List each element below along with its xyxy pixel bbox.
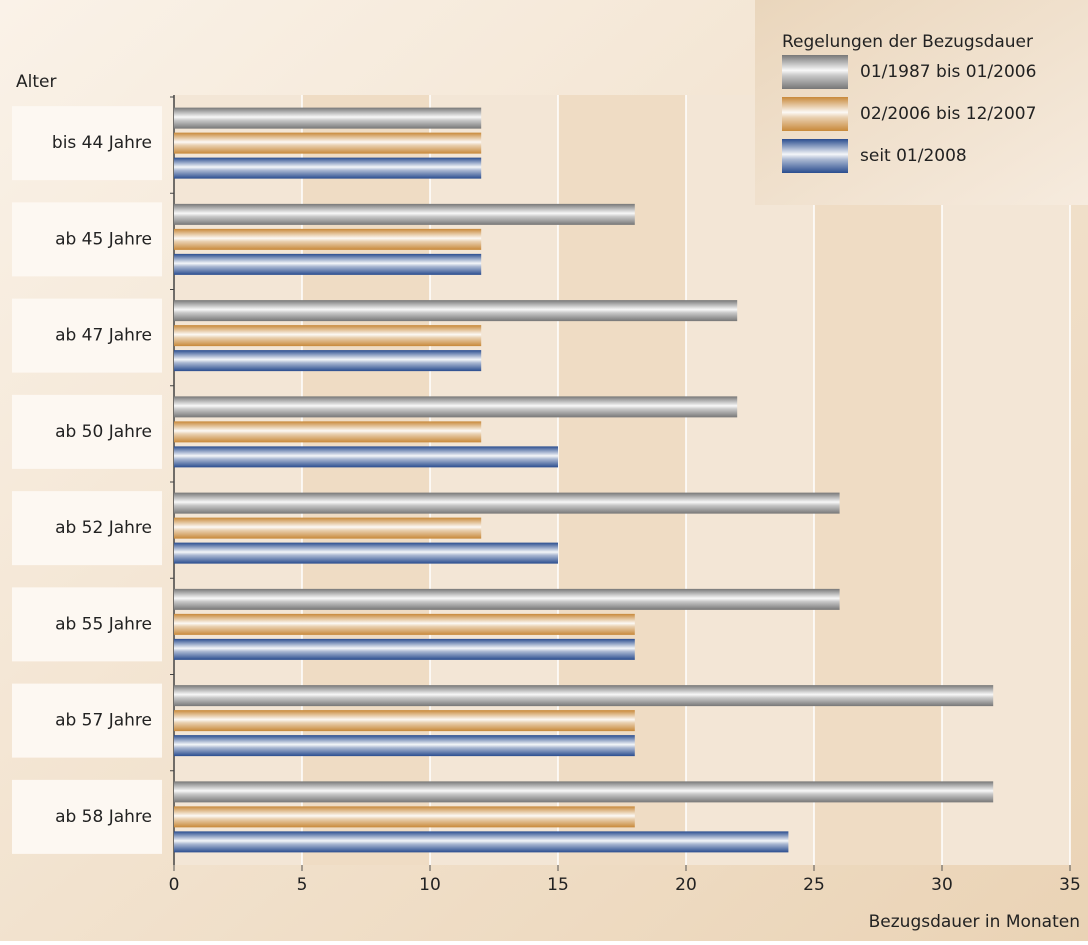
bar [174,542,558,564]
bar [174,517,482,539]
category-box [12,106,162,181]
legend-swatch [782,97,848,131]
bar [174,157,482,179]
x-tick-label: 5 [297,875,308,895]
legend-label: seit 01/2008 [860,146,967,166]
legend-swatch [782,55,848,89]
bar [174,831,789,853]
bar [174,396,738,418]
bar [174,253,482,275]
y-tick-label: ab 50 Jahre [55,422,152,442]
x-axis-label: Bezugsdauer in Monaten [869,912,1080,932]
x-tick-label: 10 [419,875,441,895]
bar [174,613,635,635]
category-box [12,394,162,469]
bar [174,132,482,154]
bar [174,710,635,732]
y-tick-label: ab 45 Jahre [55,229,152,249]
legend-title: Regelungen der Bezugsdauer [782,32,1033,52]
bar [174,203,635,225]
category-box [12,202,162,277]
x-tick-label: 25 [803,875,825,895]
bar [174,685,994,707]
category-box [12,779,162,854]
y-tick-label: ab 47 Jahre [55,326,152,346]
bar [174,421,482,443]
bar [174,492,840,514]
legend-swatch [782,139,848,173]
bar [174,228,482,250]
x-tick-label: 30 [931,875,953,895]
category-box [12,683,162,758]
category-box [12,587,162,662]
bar [174,588,840,610]
bar [174,735,635,757]
y-tick-label: ab 57 Jahre [55,711,152,731]
bar [174,107,482,129]
x-tick-label: 20 [675,875,697,895]
grid-band [942,95,1070,865]
grid-band [814,95,942,865]
legend-label: 01/1987 bis 01/2006 [860,62,1036,82]
bar [174,325,482,347]
y-axis-label: Alter [16,72,56,92]
grid-band [686,95,814,865]
bar [174,350,482,372]
y-tick-label: ab 58 Jahre [55,807,152,827]
category-box [12,491,162,566]
x-tick-label: 15 [547,875,569,895]
plot-area: 0 5 10 15 20 25 30 35 bis 44 Jahre ab 45 Jahre ab … [12,95,1081,895]
bar [174,300,738,322]
y-tick-label: ab 55 Jahre [55,614,152,634]
x-tick-label: 35 [1059,875,1081,895]
y-tick-label: ab 52 Jahre [55,518,152,538]
legend-label: 02/2006 bis 12/2007 [860,104,1036,124]
bar [174,638,635,660]
bar [174,781,994,803]
bar [174,806,635,828]
bar [174,446,558,468]
x-tick-label: 0 [169,875,180,895]
y-tick-label: bis 44 Jahre [52,133,152,153]
category-box [12,298,162,373]
